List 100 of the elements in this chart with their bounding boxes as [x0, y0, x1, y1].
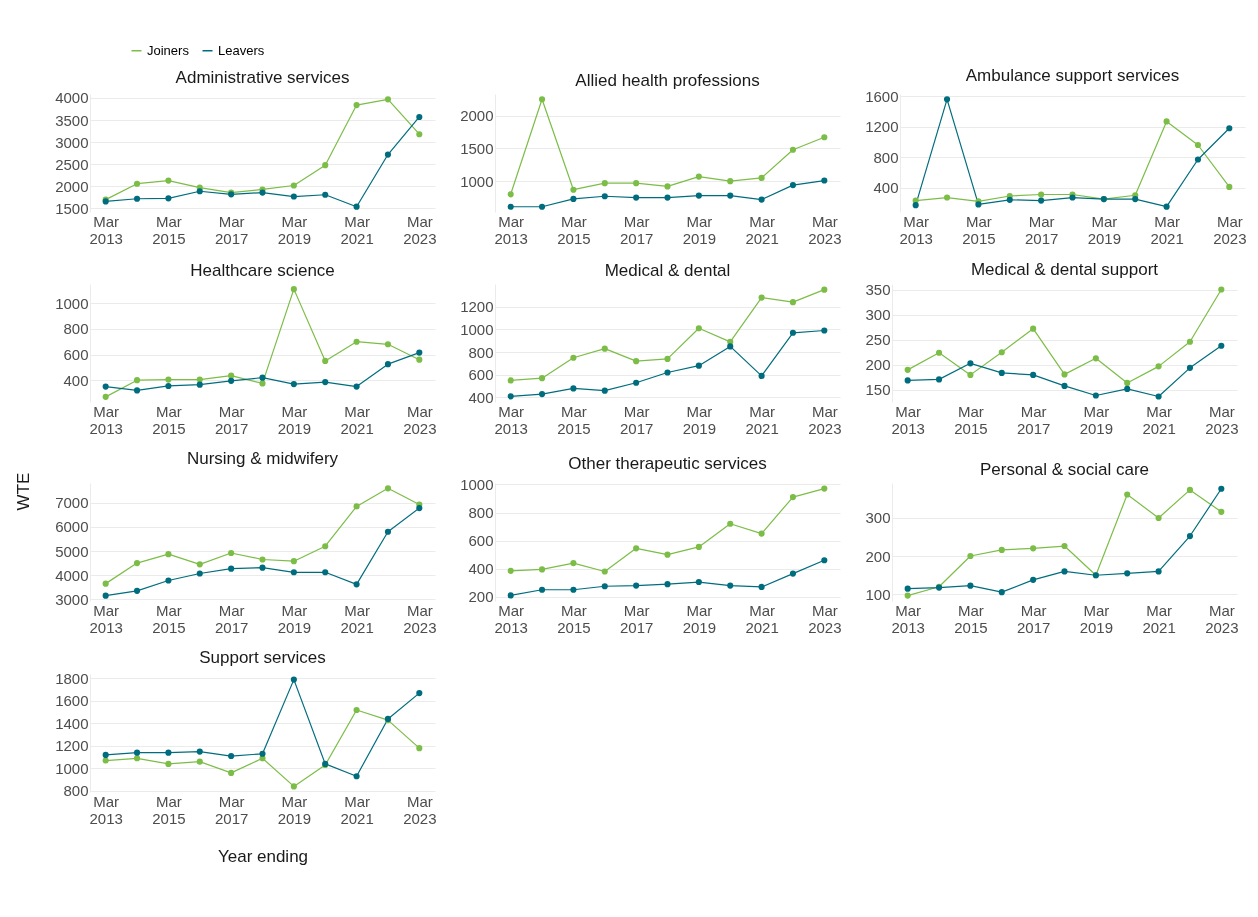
- point: [196, 376, 203, 383]
- point: [727, 582, 734, 589]
- point: [290, 676, 297, 683]
- point: [102, 751, 109, 758]
- point: [695, 325, 702, 332]
- point: [1226, 125, 1233, 132]
- point: [507, 592, 514, 599]
- point: [290, 558, 297, 565]
- y-tick-label: 1000: [460, 475, 494, 493]
- point: [196, 381, 203, 388]
- point: [133, 749, 141, 756]
- point: [998, 546, 1005, 553]
- chart-title: Ambulance support services: [965, 66, 1180, 86]
- y-tick-label: 300: [865, 509, 891, 527]
- point: [570, 385, 577, 392]
- point: [353, 503, 360, 510]
- x-tick-label: Mar 2013: [899, 212, 933, 247]
- point: [384, 361, 392, 368]
- y-tick-label: 2000: [460, 107, 494, 125]
- x-tick-label: Mar 2023: [808, 402, 842, 437]
- x-tick-label: Mar 2015: [557, 212, 591, 247]
- point: [1155, 393, 1162, 400]
- point: [1030, 371, 1037, 378]
- point: [507, 203, 514, 210]
- y-tick-label: 1200: [865, 118, 899, 136]
- point: [196, 758, 203, 765]
- point: [538, 96, 546, 103]
- point: [758, 372, 765, 379]
- y-tick-label: 3500: [55, 111, 89, 129]
- point: [1218, 286, 1225, 293]
- point: [821, 485, 828, 492]
- point: [353, 706, 360, 714]
- chart-title: Other therapeutic services: [568, 454, 767, 474]
- point: [416, 356, 423, 363]
- point: [912, 202, 919, 209]
- chart-title: Medical & dental support: [970, 259, 1159, 279]
- y-tick-label: 800: [873, 148, 899, 166]
- point: [664, 183, 671, 190]
- point: [1163, 203, 1170, 210]
- chart-title: Administrative services: [175, 67, 350, 87]
- point: [1186, 364, 1194, 371]
- point: [259, 750, 266, 757]
- point: [633, 358, 640, 365]
- point: [758, 174, 765, 181]
- y-tick-label: 1600: [865, 87, 899, 105]
- point: [196, 188, 203, 195]
- y-tick-label: 600: [468, 532, 494, 550]
- y-tick-label: 100: [865, 585, 891, 603]
- point: [758, 294, 765, 301]
- y-tick-label: 5000: [55, 542, 89, 560]
- point: [789, 299, 797, 306]
- point: [507, 567, 514, 574]
- y-tick-label: 400: [468, 560, 494, 578]
- point: [416, 505, 423, 512]
- point: [133, 387, 141, 394]
- y-tick-label: 1000: [460, 320, 494, 338]
- point: [1030, 545, 1037, 552]
- x-tick-label: Mar 2013: [89, 402, 123, 437]
- chart-title: Allied health professions: [575, 71, 760, 90]
- x-tick-label: Mar 2015: [962, 212, 996, 247]
- x-tick-label: Mar 2021: [745, 601, 779, 636]
- point: [384, 528, 392, 535]
- point: [821, 177, 828, 184]
- point: [695, 192, 702, 199]
- point: [290, 193, 297, 200]
- point: [695, 543, 702, 550]
- y-tick-label: 800: [63, 320, 89, 338]
- y-tick-label: 4000: [55, 566, 89, 584]
- legend-label: Leavers: [218, 42, 265, 58]
- x-tick-label: Mar 2019: [277, 212, 312, 247]
- x-tick-label: Mar 2015: [557, 402, 591, 437]
- point: [967, 552, 974, 560]
- point: [904, 366, 911, 373]
- point: [943, 96, 951, 103]
- point: [384, 96, 392, 103]
- y-tick-label: 1800: [55, 670, 89, 687]
- point: [570, 195, 577, 202]
- point: [416, 113, 423, 121]
- point: [322, 569, 329, 576]
- x-tick-label: Mar 2013: [89, 212, 123, 247]
- point: [102, 383, 109, 390]
- point: [228, 377, 235, 384]
- point: [507, 393, 514, 400]
- y-tick-label: 400: [873, 179, 899, 197]
- point: [102, 580, 109, 587]
- x-tick-label: Mar 2013: [494, 601, 528, 636]
- x-tick-label: Mar 2017: [1016, 601, 1051, 636]
- point: [967, 371, 974, 378]
- x-tick-label: Mar 2021: [1142, 601, 1176, 636]
- point: [102, 757, 109, 764]
- point: [165, 195, 172, 202]
- x-tick-label: Mar 2013: [494, 212, 528, 247]
- point: [695, 362, 702, 369]
- point: [904, 585, 911, 592]
- x-tick-label: Mar 2015: [152, 212, 186, 247]
- y-tick-label: 200: [865, 356, 891, 374]
- x-tick-label: Mar 2015: [152, 402, 186, 437]
- y-tick-label: 800: [468, 343, 494, 361]
- x-tick-label: Mar 2017: [1024, 212, 1059, 247]
- point: [821, 557, 828, 564]
